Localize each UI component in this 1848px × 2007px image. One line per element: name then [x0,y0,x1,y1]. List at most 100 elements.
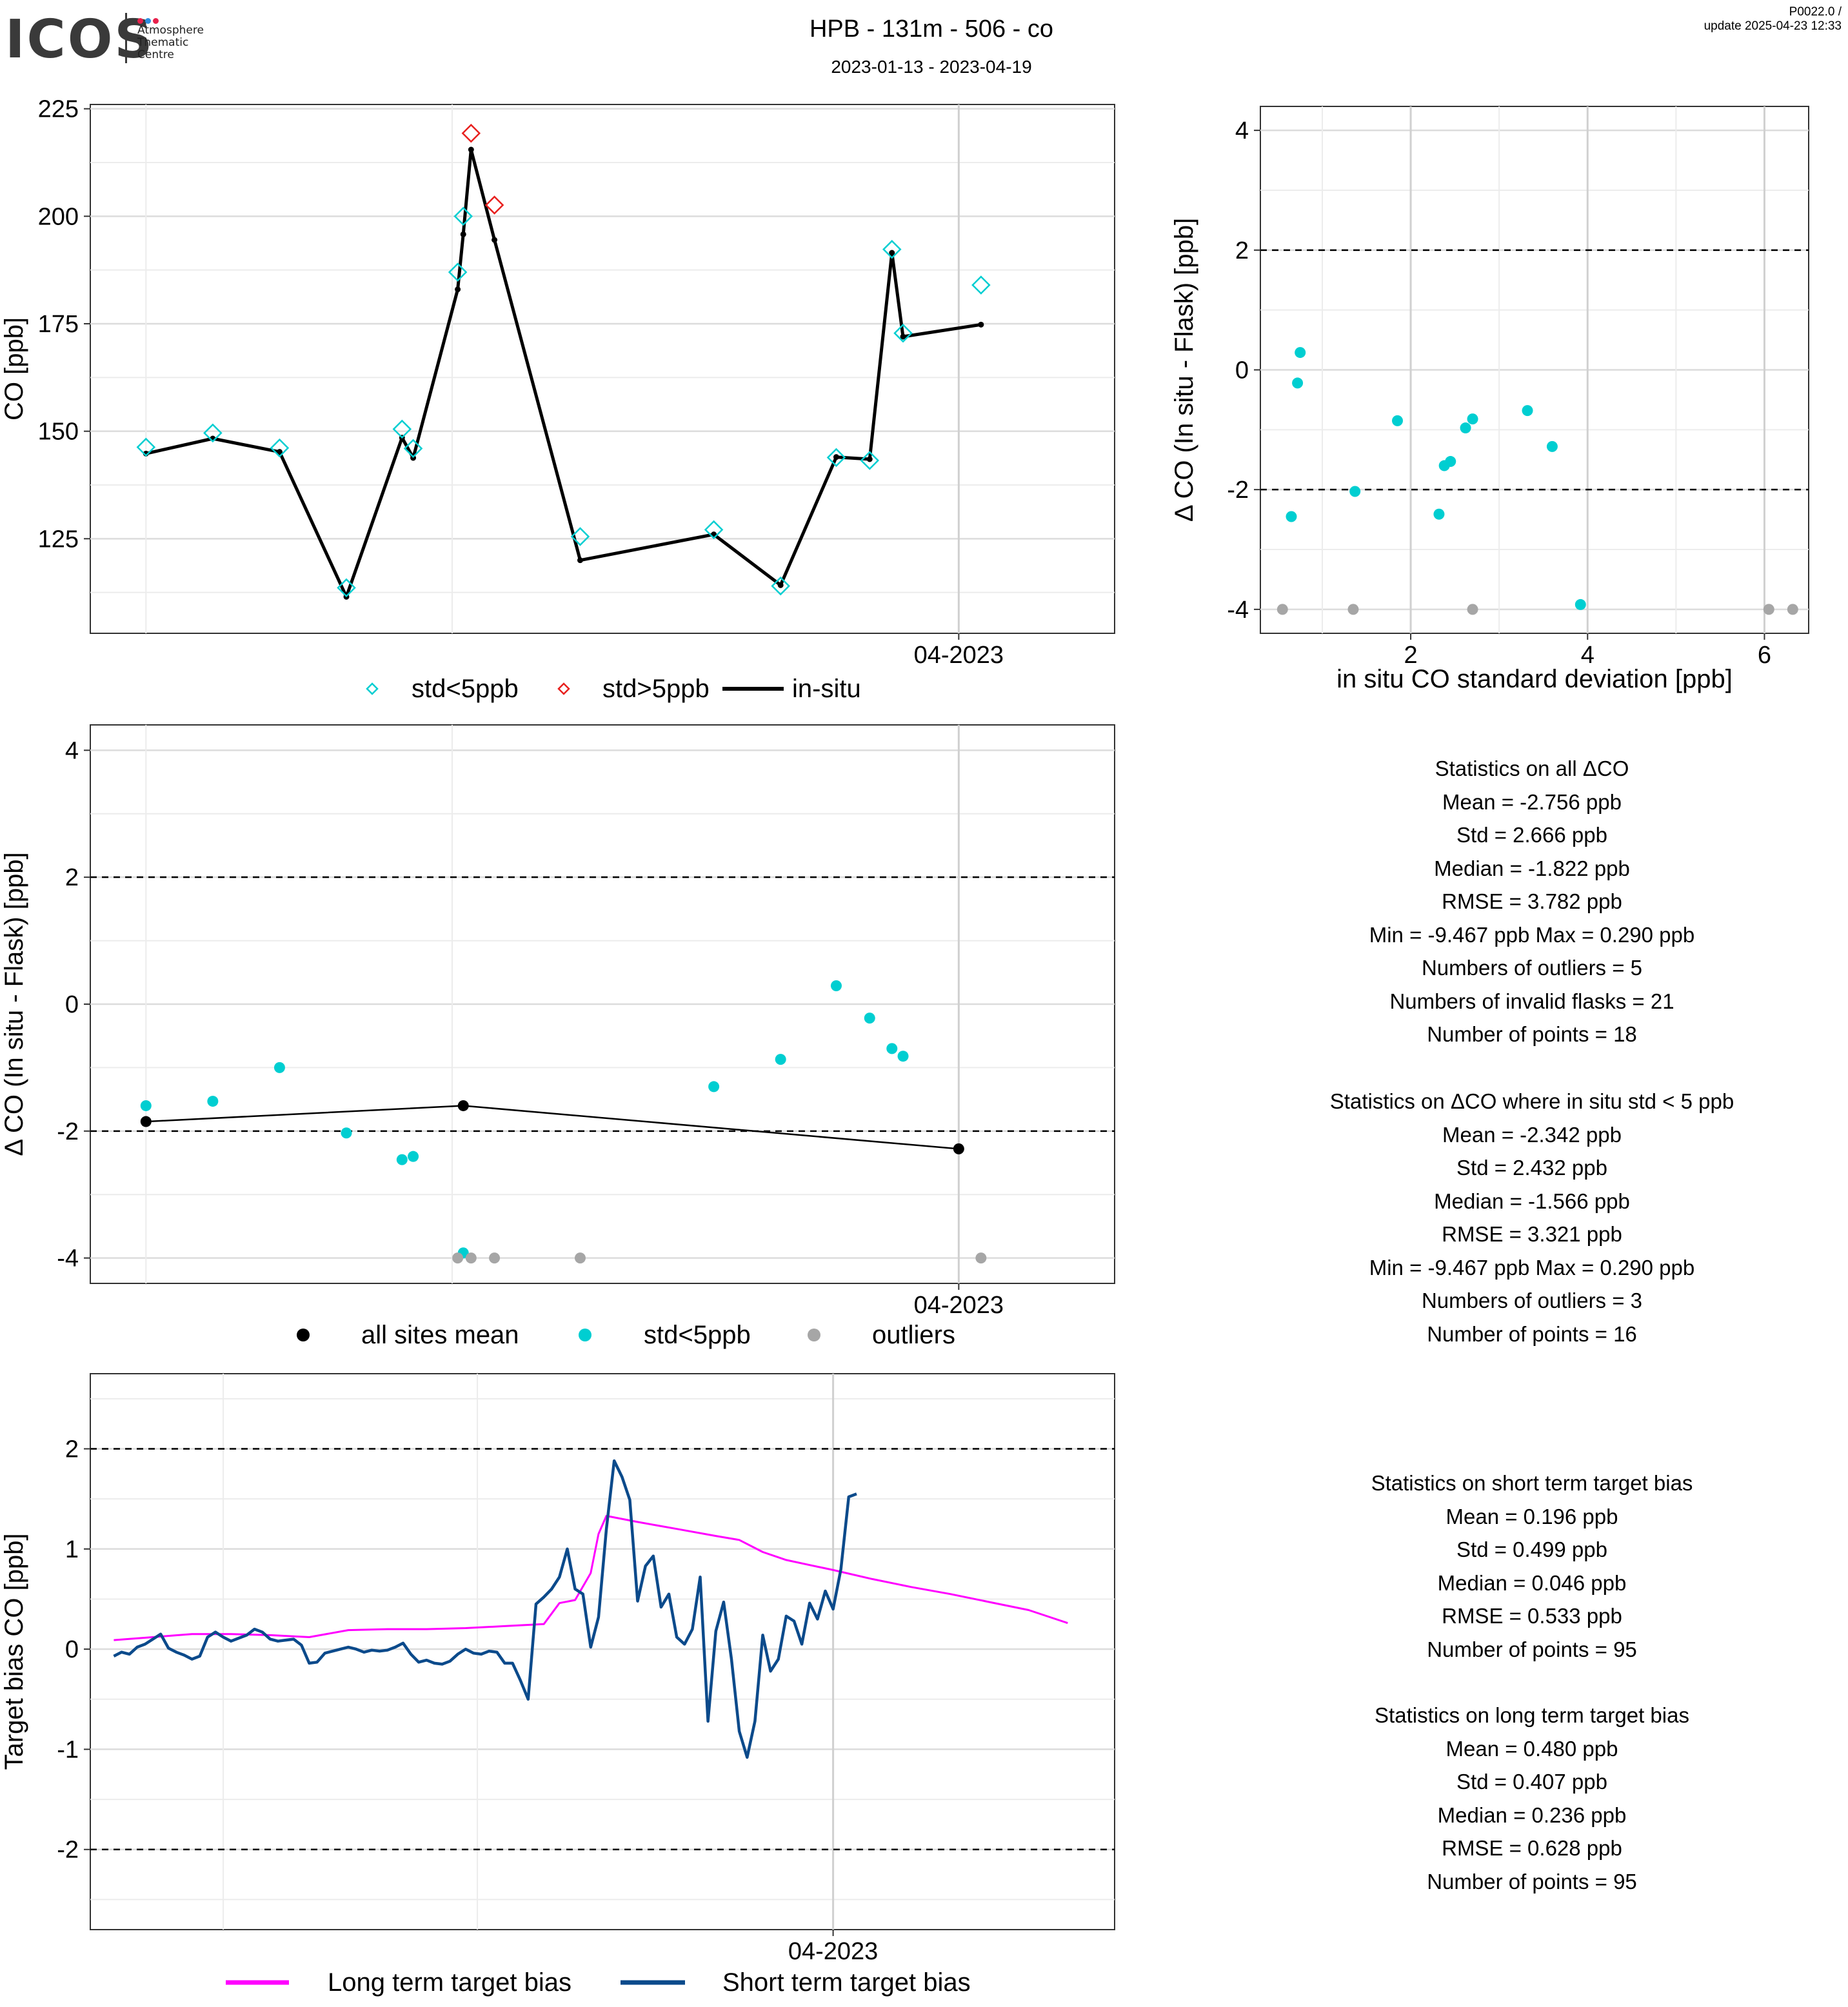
co-panel-ytick-label: 225 [38,96,79,123]
std-low-point [408,1151,419,1162]
stats-line: Number of points = 95 [1427,1869,1637,1893]
scatter-panel-ytick-label: -2 [1227,477,1249,504]
legend-std-high-label: std>5ppb [602,675,710,703]
co-panel-ytick-label: 125 [38,526,79,553]
logo-wordmark: ICOS [5,9,155,70]
delta-panel-xtick-label: 04-2023 [914,1292,1004,1319]
scatter-panel-ytick-label: 4 [1235,117,1249,144]
std-low-point [897,1051,909,1062]
outlier-point [975,1252,987,1264]
bias-panel-frame [90,1373,1115,1930]
flask-std-low-marker [136,437,156,457]
outlier-point [1787,604,1798,615]
scatter-panel-ylabel: Δ CO (In situ - Flask) [ppb] [1170,218,1198,522]
flask-std-low-marker [771,576,790,596]
co-panel-ytick-label: 200 [38,203,79,230]
std-low-point [1392,415,1403,426]
scatter-panel-ytick-label: 0 [1235,357,1249,384]
outlier-point [452,1252,464,1264]
stats-line: Number of points = 95 [1427,1637,1637,1661]
stats-line: Mean = 0.480 ppb [1446,1736,1618,1761]
stats-line: Median = 0.046 ppb [1437,1570,1627,1595]
scatter-panel-xtick-label: 4 [1581,642,1595,669]
stats-line: Std = 2.432 ppb [1456,1156,1607,1180]
flask-std-low-marker [337,578,356,598]
stats-short-term-bias: Statistics on short term target bias Mea… [1193,1467,1848,1666]
stats-all-delta: Statistics on all ΔCO Mean = -2.756 ppb … [1193,752,1848,1051]
legend-short-term-label: Short term target bias [722,1968,971,1997]
std-low-point [1546,440,1558,452]
legend-in-situ-label: in-situ [792,675,861,703]
delta-panel-ytick-label: -2 [57,1118,79,1145]
stats-line: RMSE = 3.321 ppb [1442,1222,1622,1246]
flask-std-low-marker [448,262,468,282]
in-situ-point [492,237,498,243]
stats-line: RMSE = 0.533 ppb [1442,1604,1622,1628]
outlier-point [465,1252,477,1264]
bias-panel-ytick-label: -2 [57,1837,79,1864]
std-low-point [396,1154,408,1165]
delta-panel-ytick-label: -4 [57,1245,79,1272]
flask-std-low-marker [270,438,290,458]
flask-std-low-marker [971,275,991,295]
flask-std-low-marker [704,520,724,540]
stats-line: Statistics on all ΔCO [1435,756,1629,780]
logo-subtitle: Atmosphere Thematic Centre [137,24,204,61]
in-situ-point [900,333,906,340]
stats-line: Std = 0.499 ppb [1456,1537,1607,1561]
stats-line: Min = -9.467 ppb Max = 0.290 ppb [1369,922,1695,947]
std-low-point [207,1096,219,1107]
in-situ-line [145,148,982,598]
std-low-point [273,1062,285,1073]
stats-line: Mean = -2.342 ppb [1442,1122,1622,1147]
page-subtitle: 2023-01-13 - 2023-04-19 [831,57,1032,77]
flask-std-low-marker [392,419,412,439]
legend-all-sites-mean-icon [297,1329,310,1341]
stats-line: RMSE = 3.782 ppb [1442,889,1622,913]
all-sites-mean-point [457,1100,469,1111]
short-term-bias-line [113,1459,857,1759]
delta-panel-ytick-label: 4 [65,737,79,764]
logo-divider [125,13,127,63]
legend-std-high-icon [557,682,570,695]
stats-lowstd-delta: Statistics on ΔCO where in situ std < 5 … [1193,1085,1848,1350]
std-low-point [1460,422,1471,434]
stats-line: Statistics on long term target bias [1375,1703,1689,1727]
legend-std-low-label: std<5ppb [644,1321,751,1349]
in-situ-point [978,321,984,328]
std-low-point [886,1043,898,1054]
std-low-point [775,1054,786,1065]
stats-line: Statistics on short term target bias [1371,1471,1693,1495]
bias-panel-ytick-label: -1 [57,1736,79,1763]
logo-dots [137,15,159,27]
outlier-point [1763,604,1774,615]
std-low-point [1433,508,1445,520]
legend-outliers-label: outliers [872,1321,955,1349]
delta-panel-ytick-label: 2 [65,864,79,891]
scatter-panel-xtick-label: 6 [1758,642,1771,669]
legend-std-low-label: std<5ppb [412,675,519,703]
std-low-point [1575,598,1586,610]
std-low-point [864,1013,875,1024]
flask-std-low-marker [403,439,423,459]
page-title: HPB - 131m - 506 - co [809,15,1054,43]
stats-line: Std = 0.407 ppb [1456,1770,1607,1794]
stats-line: Median = -1.566 ppb [1434,1189,1630,1213]
outlier-point [489,1252,501,1264]
stats-long-term-bias: Statistics on long term target bias Mean… [1193,1699,1848,1898]
stats-line: RMSE = 0.628 ppb [1442,1836,1622,1860]
co-panel-ylabel: CO [ppb] [0,317,28,420]
stats-line: Median = 0.236 ppb [1437,1803,1627,1827]
bias-panel-xtick-label: 04-2023 [788,1938,878,1965]
stats-line: Mean = 0.196 ppb [1446,1504,1618,1528]
std-low-point [1286,511,1297,522]
flask-std-low-marker [203,423,223,443]
co-panel-ytick-label: 150 [38,419,79,446]
stats-line: Numbers of outliers = 5 [1421,956,1643,980]
flask-std-low-marker [826,448,846,468]
scatter-panel-xlabel: in situ CO standard deviation [ppb] [1336,665,1733,693]
stats-line: Median = -1.822 ppb [1434,856,1630,880]
stats-line: Numbers of invalid flasks = 21 [1389,989,1674,1013]
stats-line: Numbers of outliers = 3 [1421,1289,1643,1312]
